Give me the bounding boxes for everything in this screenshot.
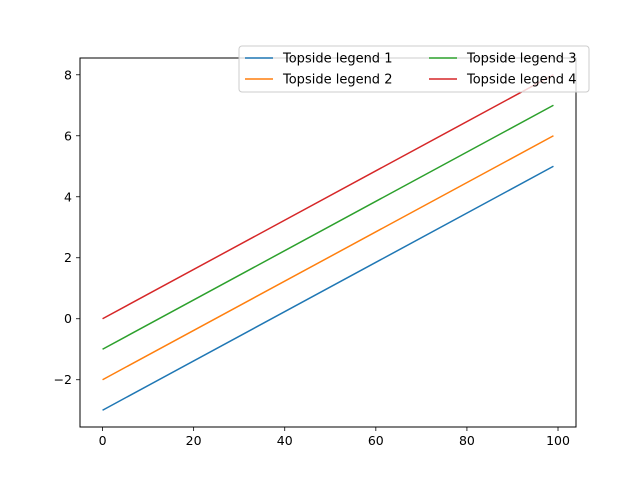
x-axis: 0 20 40 60 80 100 [99,427,570,448]
y-tick-label: −2 [54,372,72,387]
x-tick-label: 100 [546,433,570,448]
y-tick-label: 8 [64,67,72,82]
y-tick-label: 0 [64,311,72,326]
legend-label-3: Topside legend 3 [466,52,576,67]
legend-label-2: Topside legend 2 [282,73,392,88]
series-line-3 [102,104,554,350]
legend-box [238,45,590,93]
legend: Topside legend 1 Topside legend 2 Topside … [238,45,590,93]
legend-label-1: Topside legend 1 [282,52,392,67]
series-line-2 [102,135,554,381]
x-tick-label: 20 [186,433,202,448]
plot-frame [79,57,577,428]
x-tick-label: 0 [99,433,107,448]
series-line-4 [102,74,554,320]
x-tick-label: 60 [368,433,384,448]
y-axis: −2 0 2 4 6 8 [54,67,80,387]
series-layer [102,74,554,411]
legend-label-4: Topside legend 4 [466,73,576,88]
series-line-1 [102,165,554,411]
y-tick-label: 4 [64,189,72,204]
x-tick-label: 80 [459,433,475,448]
x-tick-label: 40 [277,433,293,448]
y-tick-label: 6 [64,128,72,143]
y-tick-label: 2 [64,250,72,265]
